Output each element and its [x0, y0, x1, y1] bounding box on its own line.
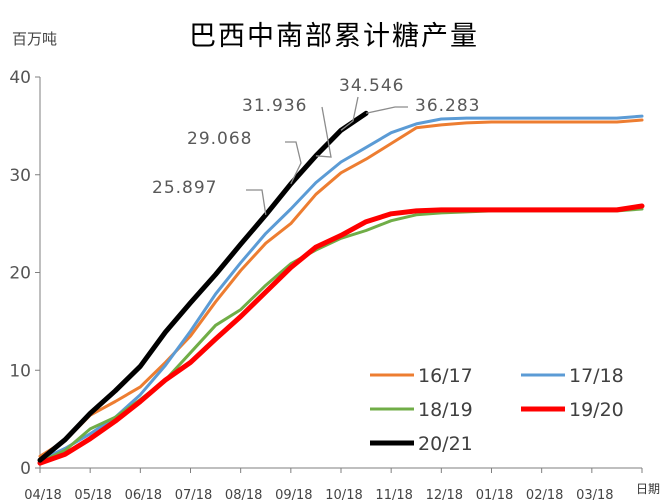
series-line-19-20: [37, 203, 645, 466]
y-tick-label: 30: [9, 166, 31, 186]
series-line-16-17: [38, 118, 644, 458]
y-tick-label: 40: [9, 68, 31, 88]
x-tick-label: 11/18: [375, 488, 412, 500]
x-tick-label: 09/18: [275, 488, 312, 500]
data-label: 29.068: [187, 129, 252, 149]
legend-label: 18/19: [418, 399, 473, 421]
x-tick-label: 03/18: [576, 488, 613, 500]
y-tick-label: 0: [20, 459, 31, 479]
series-line-20-21: [37, 110, 369, 463]
annotation-leader-line: [285, 141, 302, 185]
legend-label: 20/21: [418, 433, 473, 455]
x-tick-label: 07/18: [175, 488, 212, 500]
legend-label: 19/20: [569, 399, 624, 421]
y-tick-label: 20: [9, 264, 31, 284]
legend-label: 17/18: [569, 365, 624, 387]
annotation-leader-line: [315, 106, 332, 158]
x-tick-label: 01/18: [476, 488, 513, 500]
legend-label: 16/17: [418, 365, 473, 387]
x-tick-label: 04/18: [24, 488, 61, 500]
data-label: 36.283: [415, 96, 480, 116]
data-label: 31.936: [242, 96, 307, 116]
y-axis-unit-label: 百万吨: [12, 30, 58, 48]
x-axis-unit-label: 日期: [636, 482, 661, 496]
data-label: 25.897: [152, 178, 217, 198]
series-line-18-19: [38, 207, 644, 464]
x-tick-label: 02/18: [526, 488, 563, 500]
x-tick-label: 12/18: [426, 488, 463, 500]
x-tick-label: 08/18: [225, 488, 262, 500]
annotation-leader-line: [246, 189, 267, 215]
data-label: 34.546: [339, 76, 404, 96]
x-tick-label: 06/18: [125, 488, 162, 500]
x-tick-label: 10/18: [325, 488, 362, 500]
annotation-leader-line: [365, 106, 408, 114]
y-tick-label: 10: [9, 361, 31, 381]
series-line-17-18: [38, 114, 644, 462]
x-tick-label: 05/18: [74, 488, 111, 500]
chart-title: 巴西中南部累计糖产量: [189, 21, 479, 52]
annotation-leader-line: [340, 96, 359, 131]
